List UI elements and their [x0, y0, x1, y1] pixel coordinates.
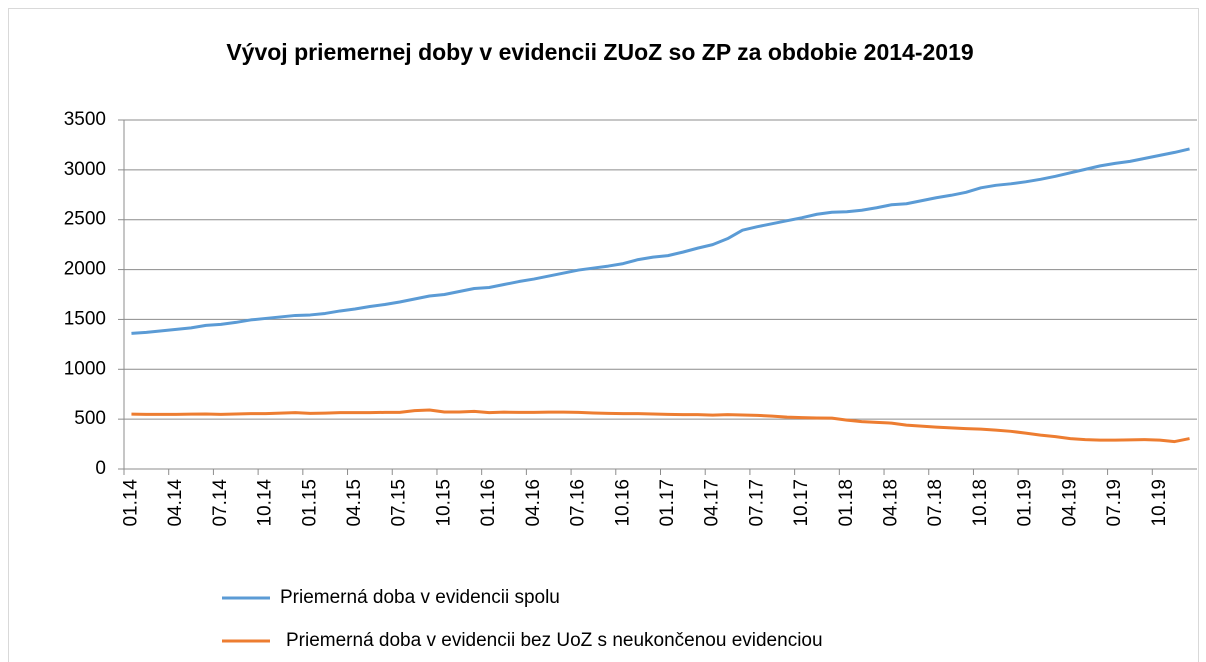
x-tick-label: 10.18 — [970, 479, 991, 527]
x-tick-label: 04.15 — [344, 479, 365, 527]
x-tick-label: 01.16 — [478, 479, 499, 527]
y-tick-label: 500 — [74, 408, 106, 429]
chart-frame — [8, 8, 1199, 662]
x-tick-label: 07.15 — [389, 479, 410, 527]
y-tick-label: 2500 — [64, 209, 106, 230]
x-tick-label: 04.14 — [165, 479, 186, 527]
x-tick-label: 07.19 — [1104, 479, 1125, 527]
x-tick-label: 01.19 — [1015, 479, 1036, 527]
y-tick-label: 1500 — [64, 308, 106, 329]
x-tick-label: 01.18 — [836, 479, 857, 527]
x-tick-label: 01.17 — [657, 479, 678, 527]
series-line — [131, 147, 1190, 335]
x-tick-label: 10.19 — [1149, 479, 1170, 527]
x-tick-label: 10.14 — [255, 479, 276, 527]
y-tick-label: 0 — [95, 458, 106, 479]
series-line — [131, 408, 1190, 444]
y-tick-label: 2000 — [64, 259, 106, 280]
x-tick-label: 07.14 — [210, 479, 231, 527]
x-tick-label: 01.15 — [299, 479, 320, 527]
x-tick-label: 04.18 — [881, 479, 902, 527]
chart-title: Vývoj priemernej doby v evidencii ZUoZ s… — [226, 39, 973, 65]
x-tick-label: 04.16 — [523, 479, 544, 527]
x-tick-label: 04.19 — [1059, 479, 1080, 527]
x-tick-label: 07.17 — [746, 479, 767, 527]
x-tick-label: 01.14 — [120, 479, 141, 527]
y-tick-label: 1000 — [64, 358, 106, 379]
legend-label: Priemerná doba v evidencii bez UoZ s neu… — [286, 630, 823, 651]
legend-label: Priemerná doba v evidencii spolu — [280, 587, 560, 608]
x-tick-label: 10.16 — [612, 479, 633, 527]
x-tick-label: 10.15 — [433, 479, 454, 527]
x-tick-label: 10.17 — [791, 479, 812, 527]
x-tick-label: 07.16 — [568, 479, 589, 527]
y-tick-label: 3500 — [64, 109, 106, 130]
x-tick-label: 04.17 — [702, 479, 723, 527]
x-tick-label: 07.18 — [925, 479, 946, 527]
y-tick-label: 3000 — [64, 159, 106, 180]
